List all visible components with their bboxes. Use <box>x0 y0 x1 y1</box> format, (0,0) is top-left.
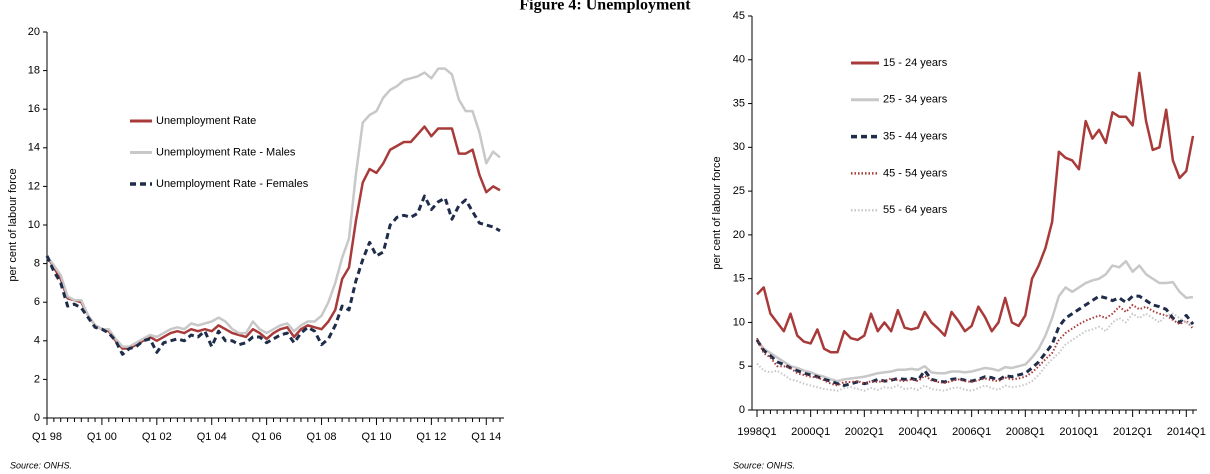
legend-label: 45 - 54 years <box>883 167 948 179</box>
x-tick-label: Q1 14 <box>471 431 501 443</box>
y-tick-label: 8 <box>34 258 40 270</box>
x-tick-label: 2002Q1 <box>845 426 884 438</box>
series-line <box>756 312 1194 392</box>
y-tick-label: 14 <box>28 142 40 154</box>
y-tick-label: 20 <box>733 229 745 241</box>
source-note: Source: ONHS. <box>733 460 795 470</box>
y-tick-label: 30 <box>733 141 745 153</box>
y-tick-label: 16 <box>28 103 40 115</box>
x-tick-label: 2008Q1 <box>1006 426 1045 438</box>
y-tick-label: 0 <box>34 412 40 424</box>
y-tick-label: 6 <box>34 296 40 308</box>
legend-label: 15 - 24 years <box>883 57 948 69</box>
legend-label: 25 - 34 years <box>883 94 948 106</box>
y-tick-label: 35 <box>733 97 745 109</box>
chart: 0 2 4 6 8 10 12 14 16 18 20 Q1 98 Q1 00 Q1 02 Q1 04 Q1 … <box>7 26 504 470</box>
y-tick-label: 12 <box>28 180 40 192</box>
legend-label: 35 - 44 years <box>883 131 948 143</box>
legend-label: Unemployment Rate <box>156 115 256 127</box>
y-tick-label: 40 <box>733 54 745 66</box>
x-tick-label: 2012Q1 <box>1113 426 1152 438</box>
y-tick-label: 0 <box>739 404 745 416</box>
y-tick-label: 2 <box>34 373 40 385</box>
y-tick-label: 45 <box>733 10 745 22</box>
y-tick-label: 15 <box>733 273 745 285</box>
x-tick-label: 2000Q1 <box>791 426 830 438</box>
y-tick-label: 25 <box>733 185 745 197</box>
y-axis-label: per cent of labour force <box>711 156 723 269</box>
y-tick-label: 5 <box>739 360 745 372</box>
series-line <box>756 303 1194 387</box>
legend-label: 55 - 64 years <box>883 204 948 216</box>
series-line <box>756 71 1195 354</box>
x-tick-label: Q1 12 <box>416 431 446 443</box>
x-tick-label: 1998Q1 <box>737 426 776 438</box>
y-tick-label: 18 <box>28 65 40 77</box>
legend-label: Unemployment Rate - Males <box>156 146 296 158</box>
y-tick-label: 10 <box>28 219 40 231</box>
legend-label: Unemployment Rate - Females <box>156 178 309 190</box>
x-tick-label: Q1 02 <box>142 431 172 443</box>
series-line <box>45 194 501 356</box>
x-tick-label: Q1 00 <box>87 431 117 443</box>
y-tick-label: 20 <box>28 26 40 38</box>
x-tick-label: 2014Q1 <box>1167 426 1206 438</box>
x-tick-label: Q1 08 <box>307 431 337 443</box>
y-tick-label: 4 <box>34 335 40 347</box>
y-axis-label: per cent of labour force <box>7 168 19 281</box>
x-tick-label: 2004Q1 <box>898 426 937 438</box>
series-line <box>45 67 501 348</box>
series-line <box>45 125 501 350</box>
figure-title: Figure 4: Unemployment <box>519 0 691 14</box>
y-tick-label: 10 <box>733 316 745 328</box>
x-tick-label: 2010Q1 <box>1059 426 1098 438</box>
chart: 0 5 10 15 20 25 30 35 40 45 1998Q1 2000Q1 2002Q1 2004… <box>711 10 1206 470</box>
x-tick-label: Q1 10 <box>361 431 391 443</box>
x-tick-label: Q1 98 <box>32 431 62 443</box>
x-tick-label: 2006Q1 <box>952 426 991 438</box>
x-tick-label: Q1 04 <box>197 431 227 443</box>
x-tick-label: Q1 06 <box>252 431 282 443</box>
source-note: Source: ONHS. <box>10 460 72 470</box>
series-line <box>756 259 1194 383</box>
